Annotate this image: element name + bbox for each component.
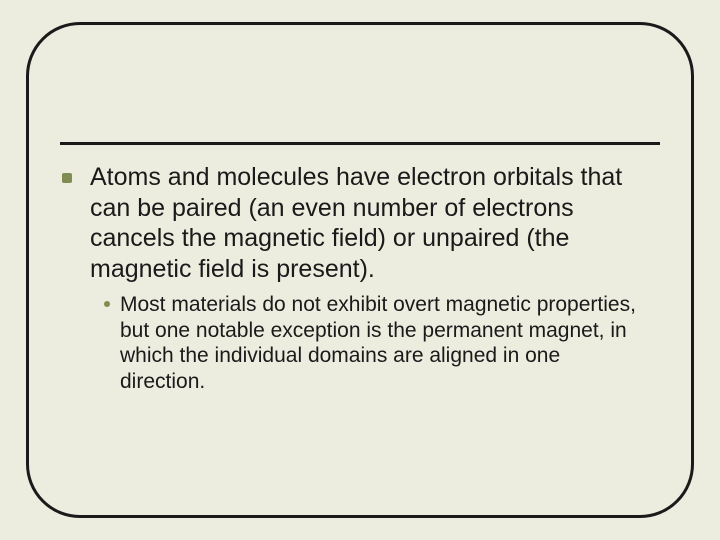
square-bullet-icon [62,173,72,183]
bullet-text-level1: Atoms and molecules have electron orbita… [90,162,650,284]
slide-content: Atoms and molecules have electron orbita… [62,162,662,394]
dot-bullet-icon [104,301,110,307]
bullet-level1: Atoms and molecules have electron orbita… [62,162,662,284]
title-divider [60,142,660,145]
bullet-text-level2: Most materials do not exhibit overt magn… [120,292,640,394]
bullet-level2: Most materials do not exhibit overt magn… [104,292,662,394]
